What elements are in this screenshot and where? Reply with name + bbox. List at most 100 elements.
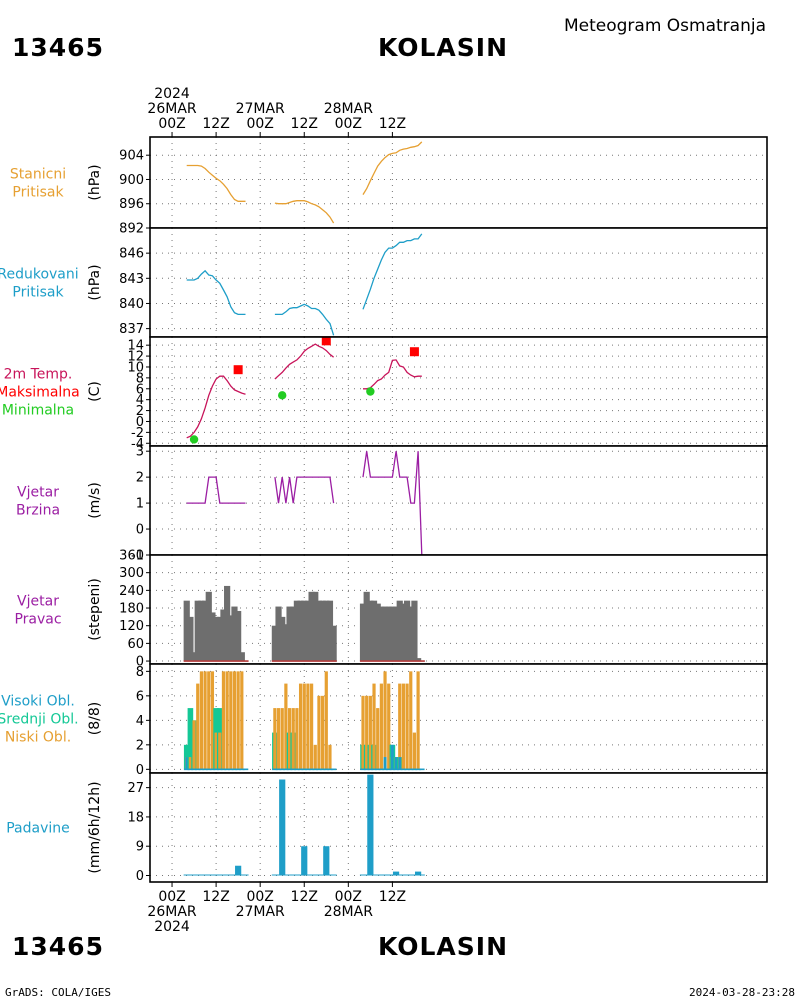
cloud-baseline-tick bbox=[216, 768, 223, 771]
cloud-niski-bar bbox=[309, 683, 314, 770]
cloud-srednji-bar bbox=[187, 708, 194, 770]
bar bbox=[286, 874, 293, 876]
bar bbox=[290, 606, 297, 662]
y-tick-label: 840 bbox=[119, 297, 144, 312]
panel-label: Pritisak bbox=[12, 185, 64, 201]
series-line bbox=[274, 343, 334, 380]
cloud-niski-bar bbox=[192, 720, 196, 770]
bar bbox=[374, 603, 381, 662]
bar bbox=[418, 874, 425, 876]
panel-label: Padavine bbox=[6, 821, 70, 837]
top-time-label: 00Z bbox=[246, 116, 273, 132]
station-id-bottom: 13465 bbox=[12, 932, 104, 961]
bar bbox=[224, 585, 231, 662]
series-line bbox=[274, 476, 335, 504]
y-tick-label: 904 bbox=[119, 149, 144, 164]
cloud-niski-bar bbox=[203, 671, 207, 770]
max-temp-marker bbox=[409, 347, 419, 357]
panel-background bbox=[150, 773, 767, 882]
bar bbox=[381, 874, 389, 876]
bar bbox=[319, 600, 326, 662]
cloud-baseline-tick bbox=[360, 768, 366, 771]
cloud-baseline-tick bbox=[294, 768, 300, 771]
bar bbox=[216, 874, 223, 876]
bar bbox=[293, 874, 301, 876]
panel-background bbox=[150, 664, 767, 773]
cloud-niski-bar bbox=[218, 732, 222, 770]
cloud-baseline-tick bbox=[183, 768, 190, 771]
panels-group: 892896900904(hPa)StanicniPritisak8378408… bbox=[0, 136, 768, 884]
bar bbox=[359, 603, 367, 662]
bar bbox=[231, 606, 238, 662]
cloud-baseline-tick bbox=[213, 768, 219, 771]
y-tick-label: 9 bbox=[136, 840, 144, 855]
y-tick-label: 6 bbox=[136, 689, 144, 704]
cloud-baseline-tick bbox=[371, 768, 377, 771]
top-time-label: 2024 bbox=[154, 86, 190, 102]
y-tick-label: 60 bbox=[127, 637, 144, 652]
series-line bbox=[186, 269, 246, 316]
cloud-baseline-tick bbox=[400, 768, 407, 771]
cloud-niski-bar bbox=[372, 683, 376, 770]
y-tick-label: 0 bbox=[136, 523, 144, 538]
series-line bbox=[274, 303, 335, 336]
bar bbox=[312, 591, 319, 662]
bottom-time-label: 12Z bbox=[291, 889, 318, 905]
cloud-baseline-tick bbox=[187, 768, 194, 771]
bar bbox=[415, 871, 422, 876]
bottom-time-label: 26MAR bbox=[147, 904, 196, 920]
bar bbox=[279, 616, 286, 662]
cloud-niski-bar bbox=[236, 671, 240, 770]
series-line bbox=[186, 476, 246, 504]
bar bbox=[319, 874, 326, 876]
cloud-baseline-tick bbox=[330, 768, 337, 771]
cloud-baseline-tick bbox=[415, 768, 421, 771]
y-axis-label: (hPa) bbox=[87, 264, 103, 300]
bar bbox=[359, 874, 367, 876]
y-axis-label: (8/8) bbox=[87, 702, 103, 735]
cloud-niski-bar bbox=[199, 671, 204, 770]
timestamp-text: 2024-03-28-23:28 bbox=[689, 986, 795, 999]
bar bbox=[235, 865, 242, 876]
panel-oblacnost: 0 2 4 6 8 (8/8) Visoki Obl. Srednji Obl. Niski O… bbox=[0, 663, 768, 778]
top-time-label: 12Z bbox=[379, 116, 406, 132]
cloud-niski-bar bbox=[324, 671, 328, 770]
cloud-baseline-tick bbox=[242, 768, 249, 771]
panel-background bbox=[150, 228, 767, 337]
bar bbox=[415, 658, 422, 662]
bottom-time-label: 2024 bbox=[154, 919, 190, 935]
panel-label: Visoki Obl. bbox=[1, 694, 75, 710]
y-tick-label: 4 bbox=[136, 714, 144, 729]
panel-label: Pravac bbox=[14, 612, 61, 628]
cloud-niski-bar bbox=[387, 683, 391, 770]
cloud-baseline-tick bbox=[205, 768, 212, 771]
cloud-baseline-tick bbox=[305, 768, 311, 771]
cloud-niski-bar bbox=[412, 732, 417, 770]
product-title: Meteogram Osmatranja bbox=[564, 16, 766, 36]
cloud-niski-bar bbox=[295, 708, 299, 770]
bottom-time-label: 00Z bbox=[246, 889, 273, 905]
y-tick-label: 2 bbox=[136, 738, 144, 753]
cloud-baseline-tick bbox=[235, 768, 241, 771]
bar bbox=[330, 874, 337, 876]
cloud-niski-bar bbox=[298, 683, 303, 770]
cloud-niski-bar bbox=[365, 695, 369, 770]
cloud-niski-bar bbox=[306, 683, 310, 770]
bar bbox=[190, 652, 198, 662]
bar bbox=[275, 874, 282, 876]
bar bbox=[220, 609, 227, 662]
cloud-baseline-tick bbox=[191, 768, 197, 771]
panel-label: Srednji Obl. bbox=[0, 712, 79, 728]
bar bbox=[213, 874, 220, 876]
cloud-baseline-tick bbox=[385, 768, 392, 771]
y-tick-label: 8 bbox=[136, 665, 144, 680]
bar bbox=[378, 874, 385, 876]
panel-label: Pritisak bbox=[12, 285, 64, 301]
cloud-baseline-tick bbox=[290, 768, 297, 771]
panel-label: Maksimalna bbox=[0, 385, 80, 401]
bar bbox=[209, 612, 216, 662]
cloud-baseline-tick bbox=[272, 768, 278, 771]
cloud-baseline-tick bbox=[194, 768, 201, 771]
y-axis-label: (stepeni) bbox=[87, 578, 103, 641]
max-temp-marker bbox=[321, 336, 331, 346]
